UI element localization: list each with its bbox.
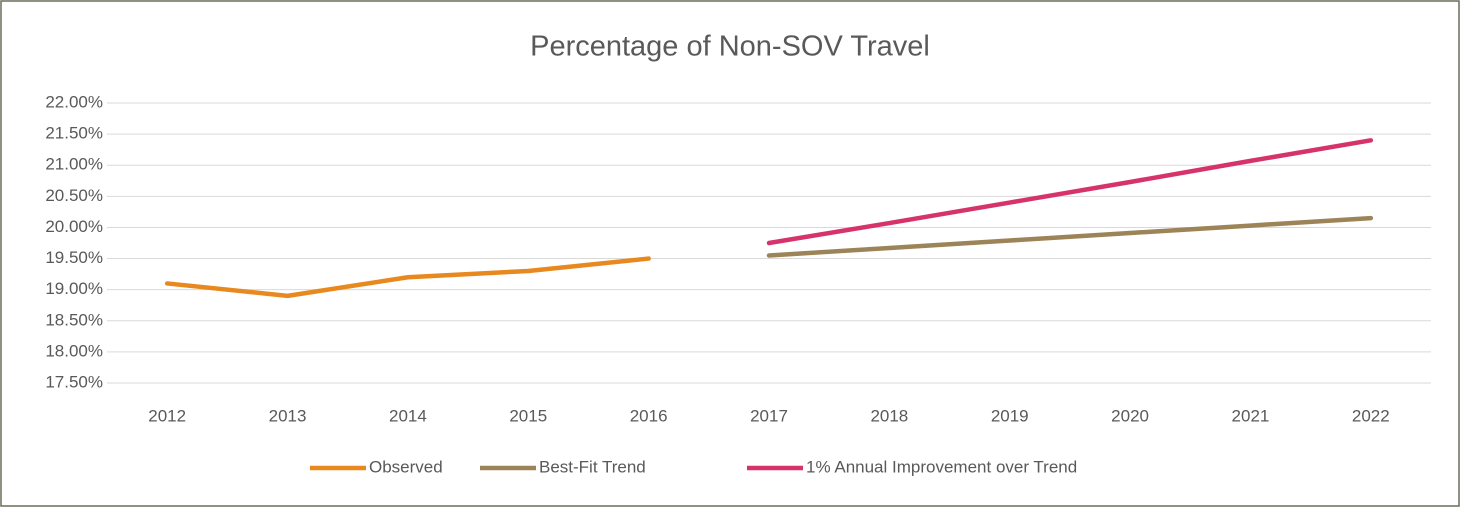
x-tick-label: 2019	[991, 406, 1029, 425]
chart-title: Percentage of Non-SOV Travel	[530, 31, 930, 63]
legend-label: Best-Fit Trend	[539, 457, 646, 476]
series-line	[766, 138, 1374, 246]
y-tick-label: 18.50%	[45, 310, 103, 329]
y-tick-label: 20.00%	[45, 217, 103, 236]
y-tick-label: 20.50%	[45, 186, 103, 205]
x-tick-label: 2014	[389, 406, 427, 425]
x-tick-label: 2016	[630, 406, 668, 425]
x-tick-label: 2013	[269, 406, 307, 425]
x-tick-label: 2015	[509, 406, 547, 425]
y-tick-label: 21.50%	[45, 124, 103, 143]
x-tick-label: 2022	[1352, 406, 1390, 425]
y-tick-label: 19.50%	[45, 248, 103, 267]
legend-label: Observed	[369, 457, 443, 476]
y-tick-label: 17.50%	[45, 372, 103, 391]
y-tick-label: 22.00%	[45, 92, 103, 111]
y-tick-label: 19.00%	[45, 279, 103, 298]
legend-label: 1% Annual Improvement over Trend	[806, 457, 1077, 476]
x-tick-label: 2018	[870, 406, 908, 425]
x-tick-label: 2012	[148, 406, 186, 425]
y-tick-label: 18.00%	[45, 341, 103, 360]
x-tick-label: 2020	[1111, 406, 1149, 425]
series-line	[766, 215, 1374, 258]
x-tick-label: 2017	[750, 406, 788, 425]
series-line	[164, 256, 651, 299]
x-tick-label: 2021	[1232, 406, 1270, 425]
y-tick-label: 21.00%	[45, 155, 103, 174]
